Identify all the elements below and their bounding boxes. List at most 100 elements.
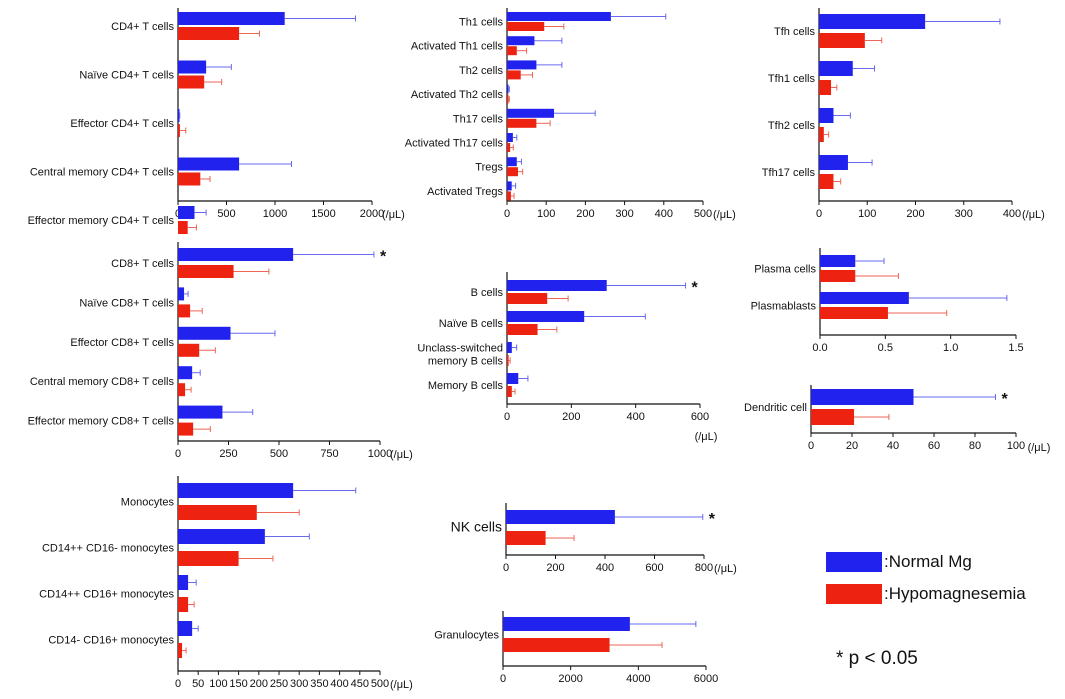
cd4-bar-effector-cd4-t-cells-hypo — [178, 124, 180, 137]
th-x-tick-label: 300 — [615, 208, 633, 220]
cd8-bar-cd8-t-cells-hypo — [178, 265, 234, 278]
plasma-category-label: Plasma cells — [754, 264, 816, 276]
nk-x-tick-label: 600 — [645, 562, 663, 574]
chart-granulocytes: 0 2000 4000 6000 Granulocytes — [434, 611, 718, 685]
monocytes-category-label: CD14++ CD16+ monocytes — [39, 589, 174, 601]
bcells-x-tick-label: 600 — [691, 411, 709, 423]
th-bar-activated-tregs-hypo — [507, 191, 511, 201]
bcells-category-label: Memory B cells — [428, 380, 504, 392]
tfh-bar-tfh-cells-hypo — [819, 33, 865, 48]
cd8-category-label: Effector memory CD8+ T cells — [28, 416, 175, 428]
nk-unit-label: (/μL) — [714, 563, 737, 575]
monocytes-x-tick-label: 0 — [175, 678, 181, 690]
th-unit-label: (/μL) — [713, 209, 736, 221]
th-bar-th2-cells-hypo — [507, 70, 521, 80]
cd4-bar-na-ve-cd4-t-cells-hypo — [178, 75, 205, 89]
th-bar-activated-th17-cells-hypo — [507, 143, 511, 152]
plasma-bar-plasmablasts-normal — [820, 292, 909, 304]
cd4-category-label: Effector memory CD4+ T cells — [28, 215, 175, 227]
th-bar-th1-cells-hypo — [507, 22, 545, 31]
bcells-category-label: Unclass-switched — [417, 343, 503, 355]
cd8-x-tick-label: 500 — [270, 448, 288, 460]
dendritic-x-tick-label: 40 — [887, 440, 899, 452]
dendritic-category-label: Dendritic cell — [744, 402, 807, 414]
tfh-unit-label: (/μL) — [1022, 209, 1045, 221]
th-bar-activated-th1-cells-normal — [507, 36, 535, 46]
cd4-x-tick-label: 500 — [217, 208, 235, 220]
bcells-bar-unclass-switched-memory-b-cells-hypo — [507, 355, 509, 366]
monocytes-bar-cd14-cd16-monocytes-normal — [178, 529, 265, 544]
nk-x-tick-label: 400 — [596, 562, 614, 574]
monocytes-bar-cd14-cd16-monocytes-hypo — [178, 643, 183, 658]
monocytes-unit-label: (/μL) — [390, 679, 413, 691]
cd4-bar-na-ve-cd4-t-cells-normal — [178, 60, 207, 74]
monocytes-bar-monocytes-normal — [178, 483, 294, 498]
th-x-tick-label: 0 — [504, 208, 510, 220]
cd4-bar-cd4-t-cells-normal — [178, 12, 285, 25]
dendritic-x-tick-label: 80 — [969, 440, 981, 452]
th-x-tick-label: 400 — [655, 208, 673, 220]
legend-item-hypo: :Hypomagnesemia — [826, 584, 1026, 604]
cd4-category-label: Effector CD4+ T cells — [70, 118, 174, 130]
plasma-bar-plasmablasts-hypo — [820, 307, 888, 319]
th-category-label: Activated Tregs — [427, 186, 503, 198]
monocytes-bar-cd14-cd16-monocytes-hypo — [178, 551, 239, 566]
chart-th: 0 100 200 300 400 500 (/μL) Th1 cells Activated … — [405, 8, 736, 221]
th-category-label: Th17 cells — [453, 113, 504, 125]
tfh-bar-tfh17-cells-hypo — [819, 174, 834, 189]
th-bar-th2-cells-normal — [507, 60, 537, 70]
cd4-x-tick-label: 1500 — [311, 208, 335, 220]
cd8-bar-effector-memory-cd8-t-cells-normal — [178, 405, 223, 419]
monocytes-bar-cd14-cd16-monocytes-normal — [178, 575, 189, 590]
chart-cd8: 0 250 500 750 1000(/μL) * CD8+ T cells Naïve CD… — [28, 242, 413, 461]
th-category-label: Th1 cells — [459, 17, 504, 29]
monocytes-category-label: CD14++ CD16- monocytes — [42, 543, 175, 555]
plasma-bar-plasma-cells-normal — [820, 255, 856, 267]
monocytes-bar-cd14-cd16-monocytes-normal — [178, 621, 193, 636]
monocytes-x-tick-label: 300 — [290, 678, 308, 690]
tfh-bar-tfh-cells-normal — [819, 14, 926, 29]
th-bar-activated-th1-cells-hypo — [507, 46, 517, 56]
cd8-category-label: Naïve CD8+ T cells — [79, 297, 174, 309]
tfh-category-label: Tfh cells — [774, 26, 815, 38]
cd8-bar-na-ve-cd8-t-cells-normal — [178, 287, 185, 301]
bcells-x-tick-label: 0 — [504, 411, 510, 423]
chart-monocytes: 0 50 100 150 200 250 300 350 400 450 500 (/μL) Monoc… — [39, 476, 413, 691]
tfh-bar-tfh1-cells-hypo — [819, 80, 832, 95]
monocytes-x-tick-label: 150 — [229, 678, 247, 690]
nk-significance-star: * — [709, 511, 716, 528]
cd8-bar-cd8-t-cells-normal — [178, 248, 294, 261]
tfh-bar-tfh1-cells-normal — [819, 61, 853, 76]
cd8-bar-central-memory-cd8-t-cells-hypo — [178, 383, 186, 397]
dendritic-x-tick-label: 20 — [846, 440, 858, 452]
th-bar-th1-cells-normal — [507, 12, 611, 21]
cd8-bar-effector-cd8-t-cells-hypo — [178, 343, 200, 357]
granulocytes-bar-granulocytes-hypo — [503, 638, 610, 652]
dendritic-significance-star: * — [1002, 391, 1009, 408]
bcells-bar-unclass-switched-memory-b-cells-normal — [507, 342, 512, 353]
tfh-bar-tfh2-cells-hypo — [819, 127, 824, 142]
legend-label-hypo: :Hypomagnesemia — [884, 584, 1026, 603]
bcells-category-label: memory B cells — [428, 356, 504, 368]
nk-bar-nk-cells-hypo — [506, 531, 546, 545]
legend: :Normal Mg :Hypomagnesemia — [826, 552, 1061, 612]
cd4-x-tick-label: 2000 — [360, 208, 384, 220]
cd4-bar-effector-memory-cd4-t-cells-normal — [178, 206, 195, 219]
bcells-bar-na-ve-b-cells-hypo — [507, 324, 538, 335]
monocytes-x-tick-label: 350 — [310, 678, 328, 690]
tfh-x-tick-label: 100 — [858, 208, 876, 220]
cd4-bar-effector-cd4-t-cells-normal — [178, 109, 180, 122]
nk-x-tick-label: 800 — [695, 562, 713, 574]
monocytes-category-label: CD14- CD16+ monocytes — [48, 635, 174, 647]
bcells-unit-label: (/μL) — [695, 431, 718, 443]
legend-swatch-hypo — [826, 584, 882, 604]
th-bar-activated-th2-cells-normal — [507, 84, 509, 94]
cd4-x-tick-label: 1000 — [263, 208, 287, 220]
monocytes-bar-monocytes-hypo — [178, 505, 257, 520]
cd8-unit-label: (/μL) — [390, 449, 413, 461]
th-bar-th17-cells-normal — [507, 108, 555, 118]
bcells-x-tick-label: 400 — [626, 411, 644, 423]
nk-bar-nk-cells-normal — [506, 510, 615, 524]
plasma-category-label: Plasmablasts — [751, 301, 817, 313]
